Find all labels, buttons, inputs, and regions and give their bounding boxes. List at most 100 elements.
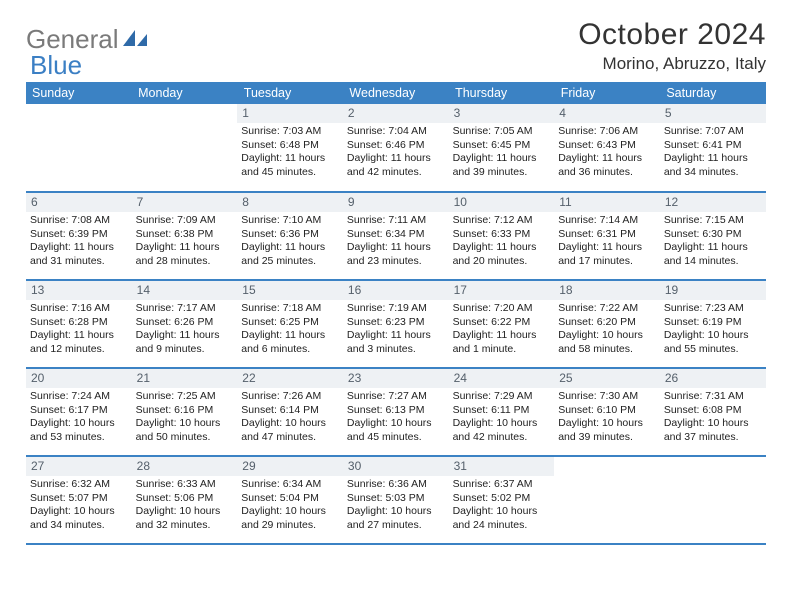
sunset-text: Sunset: 5:02 PM xyxy=(453,492,551,505)
day-cell: 27Sunrise: 6:32 AMSunset: 5:07 PMDayligh… xyxy=(26,456,132,544)
day-body: Sunrise: 7:20 AMSunset: 6:22 PMDaylight:… xyxy=(449,300,555,359)
day-body: Sunrise: 7:17 AMSunset: 6:26 PMDaylight:… xyxy=(132,300,238,359)
sunrise-text: Sunrise: 7:14 AM xyxy=(558,214,656,227)
day-cell: 3Sunrise: 7:05 AMSunset: 6:45 PMDaylight… xyxy=(449,104,555,192)
day-cell: 14Sunrise: 7:17 AMSunset: 6:26 PMDayligh… xyxy=(132,280,238,368)
day-number: 4 xyxy=(554,104,660,123)
daylight-text: Daylight: 11 hours and 9 minutes. xyxy=(136,329,234,356)
day-number: 14 xyxy=(132,281,238,300)
sunrise-text: Sunrise: 7:16 AM xyxy=(30,302,128,315)
weekday-header-row: Sunday Monday Tuesday Wednesday Thursday… xyxy=(26,82,766,104)
day-cell: 11Sunrise: 7:14 AMSunset: 6:31 PMDayligh… xyxy=(554,192,660,280)
day-body: Sunrise: 7:16 AMSunset: 6:28 PMDaylight:… xyxy=(26,300,132,359)
day-cell: 23Sunrise: 7:27 AMSunset: 6:13 PMDayligh… xyxy=(343,368,449,456)
day-cell: 21Sunrise: 7:25 AMSunset: 6:16 PMDayligh… xyxy=(132,368,238,456)
daylight-text: Daylight: 10 hours and 45 minutes. xyxy=(347,417,445,444)
day-body: Sunrise: 7:12 AMSunset: 6:33 PMDaylight:… xyxy=(449,212,555,271)
sunset-text: Sunset: 6:38 PM xyxy=(136,228,234,241)
weekday-header: Thursday xyxy=(449,82,555,104)
sunset-text: Sunset: 5:03 PM xyxy=(347,492,445,505)
day-number: 29 xyxy=(237,457,343,476)
sunrise-text: Sunrise: 7:10 AM xyxy=(241,214,339,227)
daylight-text: Daylight: 11 hours and 28 minutes. xyxy=(136,241,234,268)
sunset-text: Sunset: 6:28 PM xyxy=(30,316,128,329)
daylight-text: Daylight: 10 hours and 47 minutes. xyxy=(241,417,339,444)
daylight-text: Daylight: 10 hours and 58 minutes. xyxy=(558,329,656,356)
sunset-text: Sunset: 6:22 PM xyxy=(453,316,551,329)
sunset-text: Sunset: 6:14 PM xyxy=(241,404,339,417)
sunset-text: Sunset: 6:25 PM xyxy=(241,316,339,329)
day-body: Sunrise: 7:10 AMSunset: 6:36 PMDaylight:… xyxy=(237,212,343,271)
sunset-text: Sunset: 6:39 PM xyxy=(30,228,128,241)
daylight-text: Daylight: 11 hours and 39 minutes. xyxy=(453,152,551,179)
day-cell: 30Sunrise: 6:36 AMSunset: 5:03 PMDayligh… xyxy=(343,456,449,544)
sunrise-text: Sunrise: 7:03 AM xyxy=(241,125,339,138)
daylight-text: Daylight: 11 hours and 31 minutes. xyxy=(30,241,128,268)
sunrise-text: Sunrise: 6:36 AM xyxy=(347,478,445,491)
month-title: October 2024 xyxy=(578,18,766,52)
day-cell: 13Sunrise: 7:16 AMSunset: 6:28 PMDayligh… xyxy=(26,280,132,368)
calendar-table: Sunday Monday Tuesday Wednesday Thursday… xyxy=(26,82,766,545)
daylight-text: Daylight: 10 hours and 53 minutes. xyxy=(30,417,128,444)
day-number: 3 xyxy=(449,104,555,123)
day-cell xyxy=(26,104,132,192)
day-cell: 6Sunrise: 7:08 AMSunset: 6:39 PMDaylight… xyxy=(26,192,132,280)
day-cell: 24Sunrise: 7:29 AMSunset: 6:11 PMDayligh… xyxy=(449,368,555,456)
day-number: 18 xyxy=(554,281,660,300)
sunrise-text: Sunrise: 7:31 AM xyxy=(664,390,762,403)
daylight-text: Daylight: 11 hours and 42 minutes. xyxy=(347,152,445,179)
day-body: Sunrise: 7:08 AMSunset: 6:39 PMDaylight:… xyxy=(26,212,132,271)
day-body: Sunrise: 6:33 AMSunset: 5:06 PMDaylight:… xyxy=(132,476,238,535)
day-cell: 7Sunrise: 7:09 AMSunset: 6:38 PMDaylight… xyxy=(132,192,238,280)
day-body: Sunrise: 7:04 AMSunset: 6:46 PMDaylight:… xyxy=(343,123,449,182)
day-cell: 16Sunrise: 7:19 AMSunset: 6:23 PMDayligh… xyxy=(343,280,449,368)
day-number: 9 xyxy=(343,193,449,212)
day-cell: 28Sunrise: 6:33 AMSunset: 5:06 PMDayligh… xyxy=(132,456,238,544)
sunset-text: Sunset: 6:43 PM xyxy=(558,139,656,152)
daylight-text: Daylight: 10 hours and 24 minutes. xyxy=(453,505,551,532)
sunset-text: Sunset: 6:16 PM xyxy=(136,404,234,417)
day-body: Sunrise: 7:18 AMSunset: 6:25 PMDaylight:… xyxy=(237,300,343,359)
day-cell xyxy=(660,456,766,544)
sunrise-text: Sunrise: 7:20 AM xyxy=(453,302,551,315)
sunrise-text: Sunrise: 7:06 AM xyxy=(558,125,656,138)
daylight-text: Daylight: 11 hours and 34 minutes. xyxy=(664,152,762,179)
day-body: Sunrise: 7:25 AMSunset: 6:16 PMDaylight:… xyxy=(132,388,238,447)
sunrise-text: Sunrise: 7:08 AM xyxy=(30,214,128,227)
day-number: 28 xyxy=(132,457,238,476)
day-number: 23 xyxy=(343,369,449,388)
day-body: Sunrise: 7:24 AMSunset: 6:17 PMDaylight:… xyxy=(26,388,132,447)
sail-icon xyxy=(121,28,149,48)
day-number: 5 xyxy=(660,104,766,123)
sunrise-text: Sunrise: 6:33 AM xyxy=(136,478,234,491)
day-cell: 9Sunrise: 7:11 AMSunset: 6:34 PMDaylight… xyxy=(343,192,449,280)
sunrise-text: Sunrise: 7:12 AM xyxy=(453,214,551,227)
daylight-text: Daylight: 11 hours and 36 minutes. xyxy=(558,152,656,179)
sunrise-text: Sunrise: 7:23 AM xyxy=(664,302,762,315)
day-cell: 29Sunrise: 6:34 AMSunset: 5:04 PMDayligh… xyxy=(237,456,343,544)
day-number: 6 xyxy=(26,193,132,212)
sunset-text: Sunset: 6:19 PM xyxy=(664,316,762,329)
day-number: 2 xyxy=(343,104,449,123)
daylight-text: Daylight: 10 hours and 39 minutes. xyxy=(558,417,656,444)
sunrise-text: Sunrise: 7:18 AM xyxy=(241,302,339,315)
location: Morino, Abruzzo, Italy xyxy=(578,54,766,74)
sunset-text: Sunset: 6:26 PM xyxy=(136,316,234,329)
day-cell: 2Sunrise: 7:04 AMSunset: 6:46 PMDaylight… xyxy=(343,104,449,192)
day-body: Sunrise: 7:03 AMSunset: 6:48 PMDaylight:… xyxy=(237,123,343,182)
daylight-text: Daylight: 11 hours and 25 minutes. xyxy=(241,241,339,268)
header: General October 2024 Morino, Abruzzo, It… xyxy=(26,18,766,74)
sunrise-text: Sunrise: 7:26 AM xyxy=(241,390,339,403)
sunrise-text: Sunrise: 7:30 AM xyxy=(558,390,656,403)
day-body: Sunrise: 6:34 AMSunset: 5:04 PMDaylight:… xyxy=(237,476,343,535)
week-row: 13Sunrise: 7:16 AMSunset: 6:28 PMDayligh… xyxy=(26,280,766,368)
daylight-text: Daylight: 10 hours and 50 minutes. xyxy=(136,417,234,444)
sunset-text: Sunset: 6:11 PM xyxy=(453,404,551,417)
weekday-header: Saturday xyxy=(660,82,766,104)
day-cell: 1Sunrise: 7:03 AMSunset: 6:48 PMDaylight… xyxy=(237,104,343,192)
day-body: Sunrise: 7:05 AMSunset: 6:45 PMDaylight:… xyxy=(449,123,555,182)
day-body: Sunrise: 7:09 AMSunset: 6:38 PMDaylight:… xyxy=(132,212,238,271)
weekday-header: Sunday xyxy=(26,82,132,104)
daylight-text: Daylight: 11 hours and 17 minutes. xyxy=(558,241,656,268)
day-body: Sunrise: 7:07 AMSunset: 6:41 PMDaylight:… xyxy=(660,123,766,182)
